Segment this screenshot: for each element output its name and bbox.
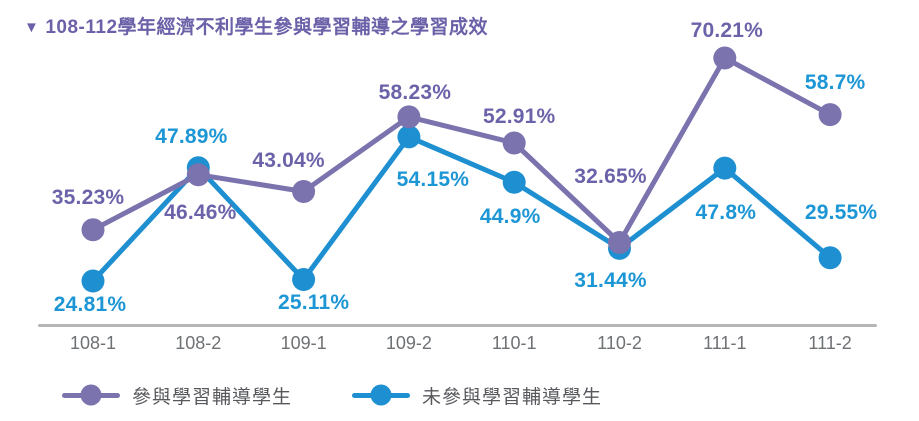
data-label: 47.89% [155, 124, 228, 148]
legend-label-not-participating: 未參與學習輔導學生 [422, 386, 603, 408]
data-point [502, 131, 526, 155]
x-tick-label: 111-1 [703, 333, 747, 353]
x-tick-label: 109-2 [385, 333, 432, 353]
data-label: 35.23% [51, 185, 125, 209]
x-tick-label: 108-1 [69, 333, 117, 353]
data-point [81, 269, 105, 293]
data-label: 47.8% [695, 201, 757, 225]
legend-item-not-participating: 未參與學習輔導學生 [352, 383, 603, 408]
data-label: 25.11% [277, 290, 350, 314]
legend-marker-participating-icon [62, 383, 120, 407]
data-point [818, 246, 842, 270]
data-label: 31.44% [574, 269, 647, 293]
series-line-1 [90, 134, 833, 284]
data-label: 70.21% [690, 19, 764, 43]
data-label: 29.55% [804, 200, 878, 224]
data-point [397, 125, 421, 149]
triangle-down-icon: ▼ [24, 19, 40, 36]
data-label: 24.81% [53, 293, 127, 316]
data-label: 58.7% [804, 70, 866, 94]
data-point [292, 268, 316, 291]
x-tick-label: 109-1 [280, 333, 327, 353]
data-point [81, 218, 105, 242]
legend: 參與學習輔導學生 未參與學習輔導學生 [0, 383, 919, 409]
legend-item-participating: 參與學習輔導學生 [62, 383, 293, 408]
x-tick-label: 110-1 [491, 333, 537, 353]
data-label: 46.46% [164, 200, 237, 224]
x-axis-line [38, 324, 877, 327]
data-label: 43.04% [252, 149, 325, 173]
data-point [502, 170, 526, 194]
chart-title: ▼ 108-112學年經濟不利學生參與學習輔導之學習成效 [24, 12, 488, 39]
chart-title-text: 108-112學年經濟不利學生參與學習輔導之學習成效 [45, 17, 489, 38]
data-label: 54.15% [396, 167, 470, 191]
series-line-0 [90, 55, 833, 245]
data-label: 32.65% [574, 164, 647, 188]
legend-label-participating: 參與學習輔導學生 [132, 386, 293, 408]
data-label: 52.91% [482, 104, 556, 128]
data-point [186, 163, 210, 187]
x-tick-label: 110-2 [597, 333, 642, 353]
data-point [397, 105, 421, 129]
data-label: 44.9% [479, 205, 541, 229]
data-point [713, 46, 737, 70]
data-point [608, 231, 631, 254]
data-point [713, 156, 737, 180]
data-label: 58.23% [378, 80, 452, 104]
data-point [292, 180, 316, 203]
x-tick-label: 111-2 [808, 333, 852, 353]
x-tick-label: 108-2 [175, 333, 222, 353]
legend-marker-not-participating-icon [352, 383, 410, 407]
data-point [818, 103, 842, 127]
